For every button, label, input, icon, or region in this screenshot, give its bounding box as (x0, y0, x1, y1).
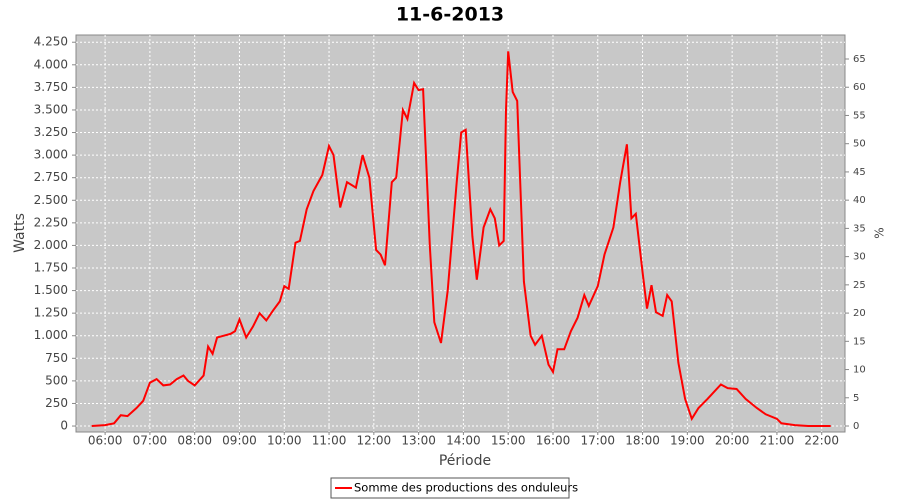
y-tick-label: 1.500 (34, 283, 68, 297)
y2-tick-label: 40 (853, 195, 866, 206)
y-tick-label: 3.250 (34, 125, 68, 139)
y2-tick-label: 60 (853, 82, 866, 93)
y2-tick-label: 30 (853, 252, 866, 263)
legend-label: Somme des productions des onduleurs (354, 481, 578, 495)
y-tick-label: 2.500 (34, 193, 68, 207)
y2-tick-label: 65 (853, 54, 866, 65)
y2-tick-label: 45 (853, 167, 866, 178)
y-tick-label: 2.000 (34, 238, 68, 252)
x-tick-label: 18:00 (625, 434, 660, 448)
y-tick-label: 2.250 (34, 215, 68, 229)
legend: Somme des productions des onduleurs (330, 477, 578, 499)
x-tick-label: 15:00 (491, 434, 526, 448)
y2-axis-label: % (873, 227, 887, 238)
x-tick-label: 19:00 (670, 434, 705, 448)
y-tick-label: 3.000 (34, 148, 68, 162)
y-tick-label: 2.750 (34, 170, 68, 184)
y-tick-label: 250 (45, 396, 68, 410)
y-tick-label: 4.250 (34, 35, 68, 49)
x-tick-label: 20:00 (715, 434, 750, 448)
y-tick-label: 3.500 (34, 102, 68, 116)
x-tick-label: 07:00 (133, 434, 168, 448)
x-tick-label: 14:00 (446, 434, 481, 448)
y2-tick-label: 35 (853, 223, 866, 234)
x-axis-label: Période (439, 453, 491, 469)
y-tick-label: 1.000 (34, 328, 68, 342)
y-tick-label: 1.250 (34, 306, 68, 320)
x-tick-label: 13:00 (401, 434, 436, 448)
y2-tick-label: 20 (853, 308, 866, 319)
x-tick-label: 22:00 (804, 434, 839, 448)
y2-tick-label: 50 (853, 139, 866, 150)
y-tick-label: 3.750 (34, 80, 68, 94)
x-tick-label: 16:00 (536, 434, 571, 448)
y-tick-label: 500 (45, 373, 68, 387)
y-tick-label: 4.000 (34, 57, 68, 71)
y-tick-label: 0 (60, 419, 68, 433)
y2-tick-label: 5 (853, 393, 859, 404)
y2-tick-label: 10 (853, 365, 866, 376)
y2-tick-label: 0 (853, 421, 859, 432)
x-tick-label: 09:00 (222, 434, 257, 448)
x-tick-label: 08:00 (177, 434, 212, 448)
x-tick-label: 17:00 (580, 434, 615, 448)
legend-box (330, 477, 570, 499)
y-tick-label: 1.750 (34, 260, 68, 274)
chart-title: 11-6-2013 (396, 4, 504, 26)
plot-area (75, 34, 846, 433)
y2-tick-label: 25 (853, 280, 866, 291)
y-axis-label: Watts (12, 213, 28, 253)
y2-tick-label: 55 (853, 110, 866, 121)
data-line (91, 51, 831, 427)
x-tick-label: 12:00 (357, 434, 392, 448)
x-tick-label: 06:00 (88, 434, 123, 448)
y-tick-label: 750 (45, 351, 68, 365)
x-tick-label: 11:00 (312, 434, 347, 448)
x-tick-label: 21:00 (760, 434, 795, 448)
x-tick-label: 10:00 (267, 434, 302, 448)
y2-tick-label: 15 (853, 336, 866, 347)
